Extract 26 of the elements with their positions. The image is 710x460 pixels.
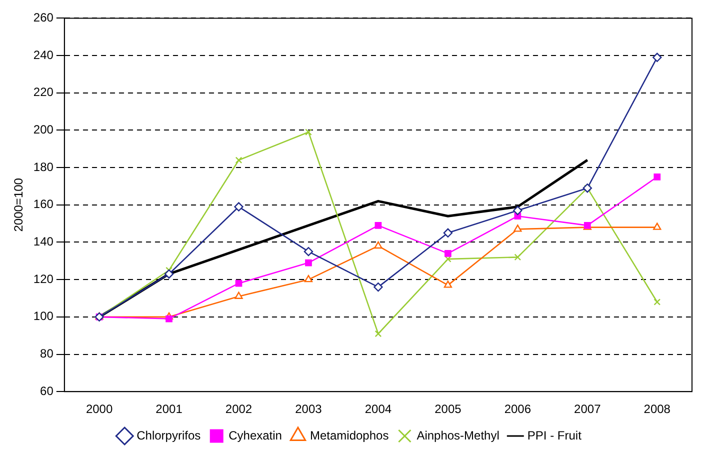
x-tick-label: 2004 <box>364 402 392 416</box>
legend-label: Cyhexatin <box>228 428 282 442</box>
y-tick-label: 180 <box>33 160 54 174</box>
y-tick-label: 260 <box>33 10 54 25</box>
legend-label: PPI - Fruit <box>527 428 582 442</box>
x-tick-label: 2002 <box>225 402 252 416</box>
y-tick-label: 160 <box>33 197 54 212</box>
x-tick-label: 2006 <box>504 402 532 416</box>
x-tick-label: 2003 <box>295 402 322 416</box>
legend-label: Chlorpyrifos <box>136 428 201 442</box>
legend-label: Ainphos-Methyl <box>416 428 500 442</box>
y-tick-label: 100 <box>33 309 54 324</box>
x-tick-label: 2001 <box>156 402 183 416</box>
y-tick-label: 240 <box>33 48 54 62</box>
x-tick-label: 2000 <box>86 402 113 416</box>
x-tick-label: 2008 <box>644 402 671 416</box>
y-tick-label: 200 <box>33 122 54 137</box>
y-tick-label: 140 <box>33 234 54 249</box>
y-tick-label: 220 <box>33 85 54 100</box>
legend-label: Metamidophos <box>310 428 389 442</box>
x-tick-label: 2007 <box>574 402 602 416</box>
y-tick-label: 120 <box>33 272 54 286</box>
y-tick-label: 80 <box>40 346 54 361</box>
x-tick-label: 2005 <box>434 402 462 416</box>
y-tick-label: 60 <box>40 384 54 398</box>
y-axis-title: 2000=100 <box>12 178 26 232</box>
